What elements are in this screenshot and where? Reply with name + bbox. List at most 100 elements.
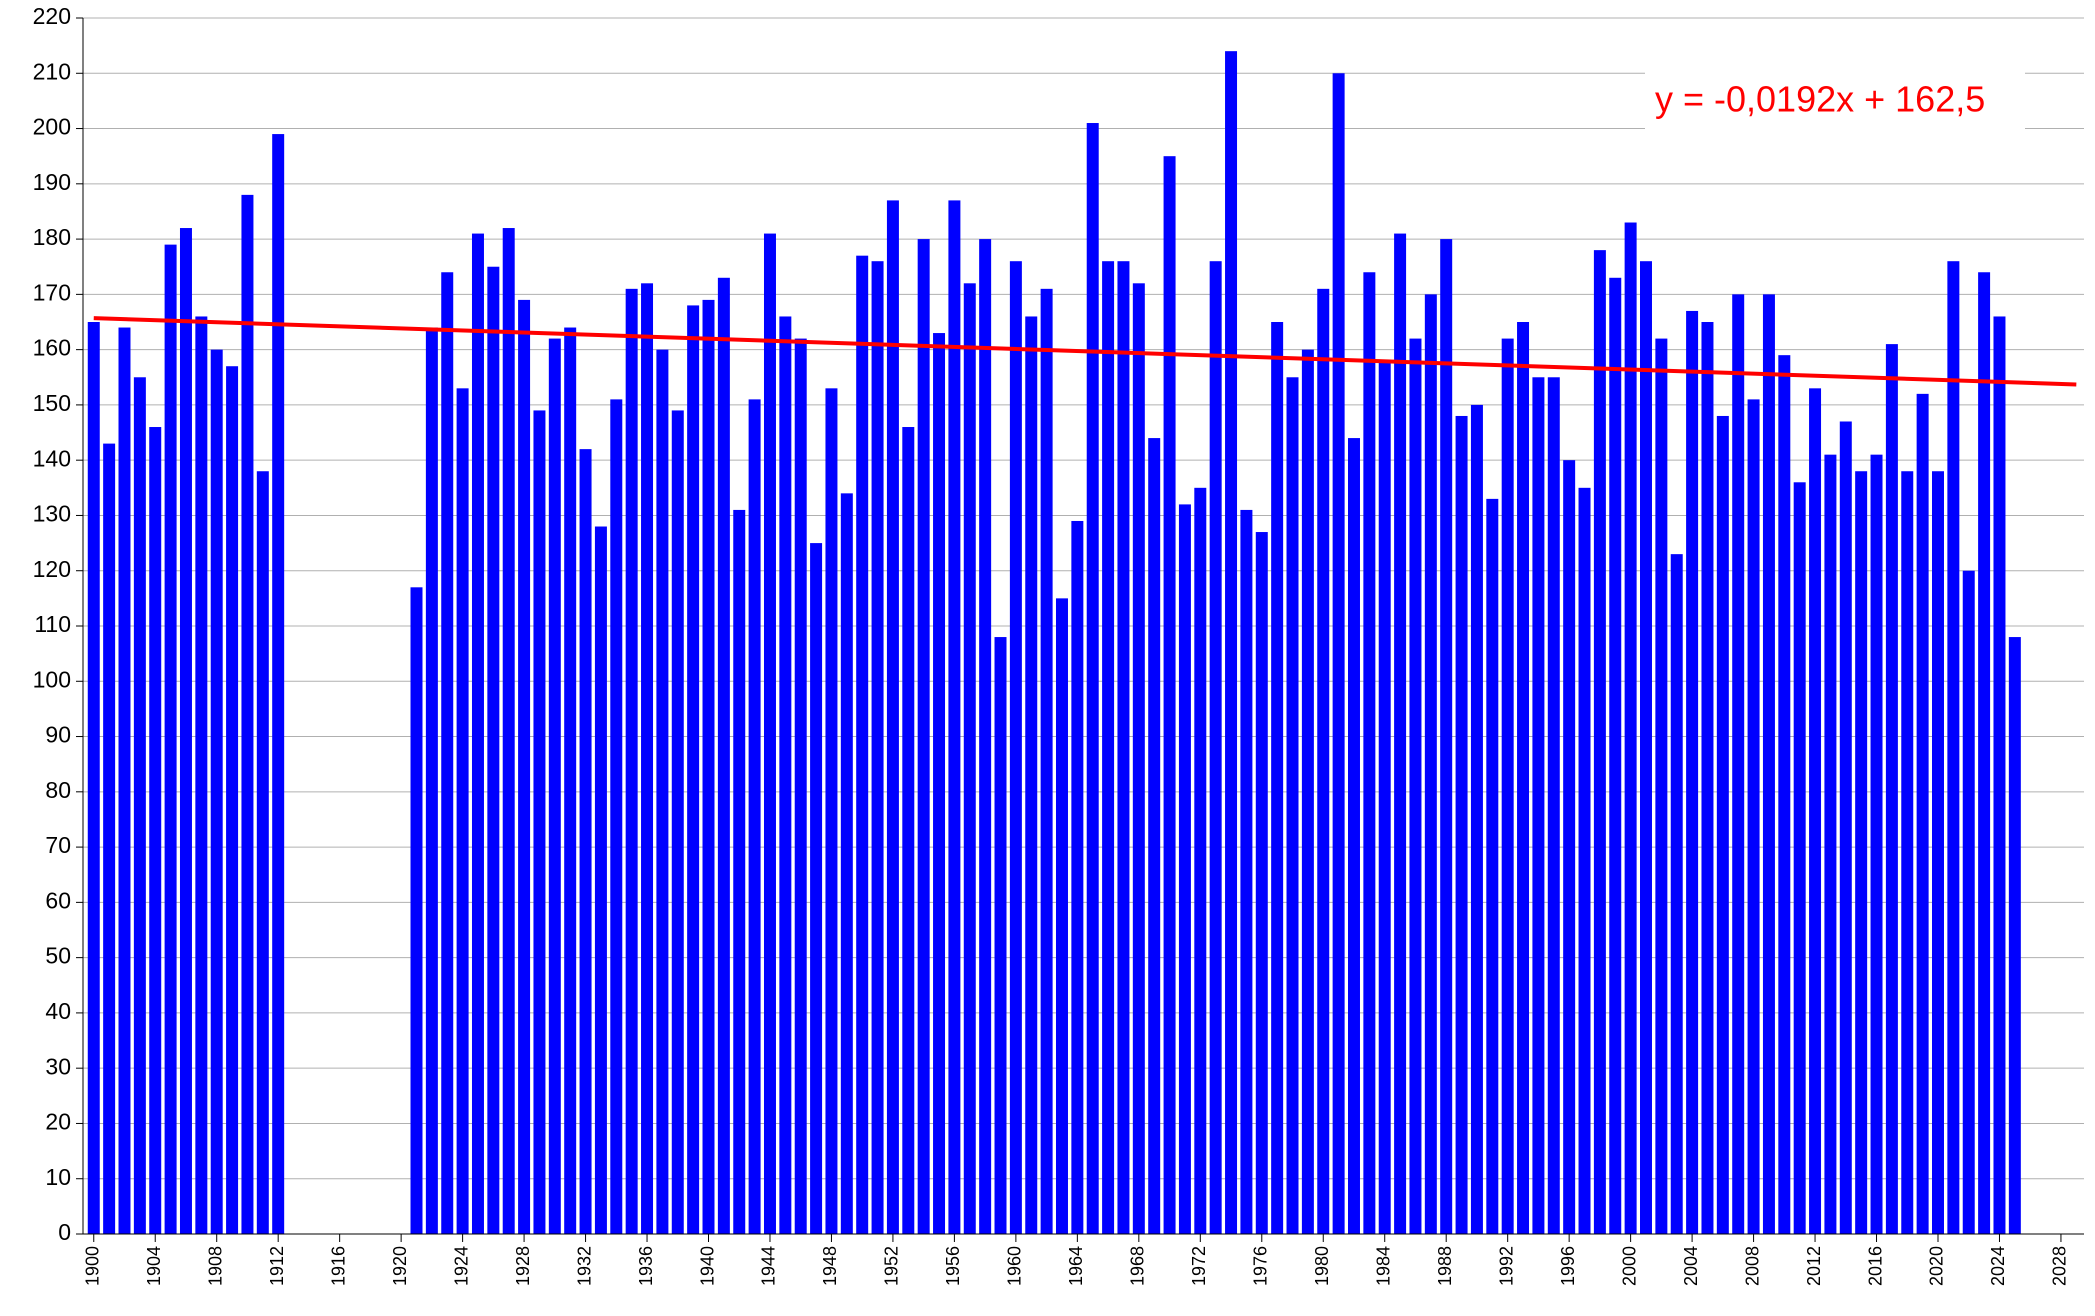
x-tick-label: 1936	[636, 1246, 656, 1286]
y-tick-label: 180	[33, 224, 71, 250]
bar	[625, 288, 638, 1234]
bar	[1609, 277, 1622, 1234]
x-tick-label: 2028	[2050, 1246, 2070, 1286]
bar	[210, 349, 223, 1234]
bar	[1901, 471, 1914, 1235]
x-tick-label: 1992	[1496, 1246, 1516, 1286]
bar	[1624, 222, 1637, 1234]
y-tick-label: 130	[33, 501, 71, 527]
bar	[1517, 322, 1530, 1234]
bar	[1240, 509, 1253, 1235]
bar	[1347, 438, 1360, 1234]
y-tick-label: 200	[33, 114, 71, 140]
bar	[810, 543, 823, 1234]
trendline	[93, 316, 2077, 387]
bar	[1932, 471, 1944, 1235]
x-tick-label: 1964	[1066, 1246, 1086, 1286]
y-tick-label: 40	[45, 998, 71, 1024]
bar	[1824, 454, 1837, 1234]
x-tick-label: 1948	[820, 1246, 840, 1286]
bar	[195, 316, 208, 1234]
x-tick-label: 1988	[1435, 1246, 1455, 1286]
bar	[979, 239, 992, 1234]
x-tick-label: 1932	[574, 1246, 594, 1286]
bar	[641, 283, 654, 1234]
bar	[856, 255, 869, 1234]
bar	[1440, 239, 1453, 1234]
bar	[1486, 498, 1499, 1234]
x-tick-label: 1956	[943, 1246, 963, 1286]
x-tick-label: 1968	[1128, 1246, 1148, 1286]
x-tick-label: 1996	[1558, 1246, 1578, 1286]
y-tick-label: 90	[45, 722, 71, 748]
bar	[1593, 250, 1606, 1235]
bar	[256, 471, 269, 1235]
bar	[1470, 404, 1483, 1235]
x-tick-label: 1928	[513, 1246, 533, 1286]
bar	[1009, 261, 1022, 1234]
trendline-equation: y = -0,0192x + 162,5	[1655, 79, 1985, 120]
bar	[871, 261, 884, 1234]
bar	[1117, 261, 1130, 1234]
bar	[241, 194, 254, 1235]
bar	[1225, 51, 1238, 1235]
bar	[1071, 520, 1084, 1234]
bar	[594, 526, 607, 1234]
y-tick-label: 100	[33, 666, 71, 692]
x-tick-label: 2008	[1742, 1246, 1762, 1286]
bar	[1271, 322, 1284, 1234]
bar	[656, 349, 669, 1234]
bar	[1055, 598, 1068, 1234]
x-tick-label: 1952	[882, 1246, 902, 1286]
bar	[779, 316, 792, 1234]
bar	[1947, 261, 1960, 1234]
bar	[1962, 570, 1975, 1234]
bar	[1716, 415, 1729, 1234]
bar	[748, 399, 761, 1234]
y-tick-label: 30	[45, 1053, 71, 1079]
bar	[1547, 377, 1560, 1235]
bar	[1332, 73, 1345, 1235]
bar	[533, 410, 546, 1234]
bar	[1317, 288, 1330, 1234]
bar	[272, 134, 285, 1234]
bar	[564, 327, 577, 1234]
x-tick-label: 1920	[390, 1246, 410, 1286]
y-tick-label: 70	[45, 832, 71, 858]
bar	[1378, 360, 1391, 1234]
bar	[456, 388, 469, 1234]
bar	[733, 509, 746, 1235]
bar	[1563, 460, 1576, 1234]
y-tick-label: 150	[33, 390, 71, 416]
bar	[548, 338, 561, 1235]
bar	[1286, 377, 1299, 1235]
bar	[1178, 504, 1191, 1234]
bar	[687, 305, 700, 1234]
x-tick-label: 1972	[1189, 1246, 1209, 1286]
annotation-box	[1645, 72, 2025, 130]
bar	[1701, 322, 1714, 1234]
bar	[794, 338, 807, 1235]
bar	[1870, 454, 1883, 1234]
bar	[963, 283, 976, 1234]
x-tick-label: 2020	[1927, 1246, 1947, 1286]
y-tick-label: 0	[58, 1219, 71, 1245]
bar	[1163, 156, 1176, 1234]
bar	[1916, 393, 1929, 1234]
x-tick-label: 1940	[697, 1246, 717, 1286]
bar	[1993, 316, 2006, 1234]
bar	[1686, 310, 1699, 1235]
bar	[1394, 233, 1407, 1235]
y-tick-label: 20	[45, 1109, 71, 1135]
bar	[1301, 349, 1314, 1234]
y-tick-label: 10	[45, 1164, 71, 1190]
bar	[502, 228, 515, 1234]
y-tick-label: 190	[33, 169, 71, 195]
x-tick-label: 2004	[1681, 1246, 1701, 1286]
bar	[1639, 261, 1652, 1234]
bar	[1102, 261, 1115, 1234]
bar	[702, 299, 715, 1235]
bar	[717, 277, 730, 1234]
bar	[164, 244, 177, 1235]
